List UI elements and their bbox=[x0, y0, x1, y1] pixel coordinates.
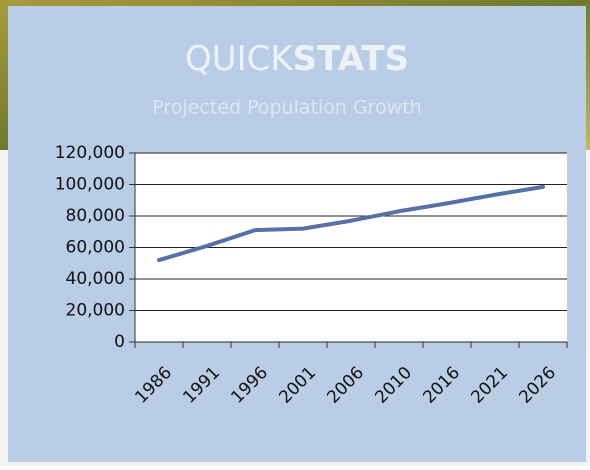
y-tick-label: 60,000 bbox=[66, 238, 125, 258]
y-tick-label: 120,000 bbox=[55, 143, 125, 163]
chart-title: QUICKSTATS bbox=[185, 39, 409, 79]
title-light: QUICK bbox=[185, 39, 294, 79]
y-tick-label: 100,000 bbox=[55, 175, 125, 195]
y-tick-label: 40,000 bbox=[66, 269, 125, 289]
y-tick-label: 80,000 bbox=[66, 206, 125, 226]
y-tick-label: 20,000 bbox=[66, 301, 125, 321]
title-bold: STATS bbox=[293, 39, 409, 79]
chart-subtitle: Projected Population Growth bbox=[152, 97, 421, 119]
data-line bbox=[157, 184, 545, 263]
y-tick-label: 0 bbox=[114, 332, 125, 352]
